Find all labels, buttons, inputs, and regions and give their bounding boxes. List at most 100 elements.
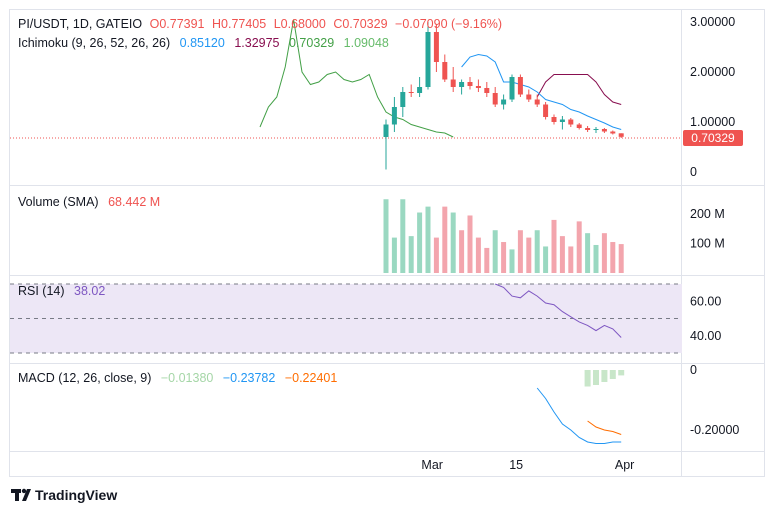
candle <box>551 114 557 125</box>
candle <box>467 77 473 90</box>
ichimoku-label[interactable]: Ichimoku (9, 26, 52, 26, 26) <box>18 36 170 50</box>
ichimoku-kijun-value: 1.32975 <box>234 36 279 50</box>
volume-bar <box>408 236 414 273</box>
candle-body <box>568 119 574 125</box>
axis-tick-label: 60.00 <box>690 294 721 308</box>
candle <box>601 128 607 133</box>
candle <box>509 74 515 102</box>
axis-tick-label: 40.00 <box>690 329 721 343</box>
price-pane[interactable] <box>10 19 682 170</box>
candle-body <box>467 82 473 86</box>
volume-bar <box>585 233 591 273</box>
candle-body <box>475 86 481 88</box>
low-value: L0.68000 <box>274 17 326 31</box>
volume-bar <box>543 246 549 273</box>
ichimoku-chikou-value: 0.70329 <box>289 36 334 50</box>
candle-body <box>425 32 431 87</box>
candle-body <box>601 129 607 132</box>
candle-body <box>442 62 448 80</box>
ichimoku-legend: Ichimoku (9, 26, 52, 26, 26) 0.85120 1.3… <box>18 36 389 50</box>
macd-pane[interactable] <box>536 370 625 444</box>
rsi-pane[interactable] <box>10 283 682 354</box>
time-tick-label: 15 <box>509 458 523 472</box>
macd-histogram-bar <box>618 370 625 376</box>
candle-body <box>383 124 389 137</box>
axis-tick-label: 100 M <box>690 237 725 251</box>
candle <box>526 89 532 102</box>
candle <box>618 133 624 138</box>
macd-legend: MACD (12, 26, close, 9) −0.01380 −0.2378… <box>18 371 337 385</box>
rsi-label[interactable]: RSI (14) <box>18 284 65 298</box>
tradingview-logo-icon <box>11 488 31 501</box>
candle-body <box>517 77 523 95</box>
symbol-label[interactable]: PI/USDT, 1D, GATEIO <box>18 17 142 31</box>
axis-tick-label: 3.00000 <box>690 15 735 29</box>
macd-histogram-bar <box>601 370 608 382</box>
volume-bar <box>467 215 473 273</box>
macd-histogram-bar <box>584 370 591 387</box>
rsi-line <box>495 283 622 338</box>
candle <box>391 97 397 132</box>
volume-bar <box>417 212 423 273</box>
volume-bar <box>526 237 532 273</box>
candle <box>585 126 591 132</box>
candle <box>593 127 599 133</box>
ichimoku-tenkan-value: 0.85120 <box>180 36 225 50</box>
volume-bar <box>400 199 406 273</box>
time-axis[interactable]: Mar 15 Apr <box>421 458 634 472</box>
candle <box>517 74 523 97</box>
candle <box>417 77 423 97</box>
volume-label[interactable]: Volume (SMA) <box>18 195 99 209</box>
volume-value: 68.442 M <box>108 195 160 209</box>
macd-histogram-bar <box>609 370 616 379</box>
volume-bar <box>576 221 582 273</box>
macd-histogram <box>584 370 625 387</box>
volume-bar <box>501 242 507 273</box>
candle <box>400 87 406 117</box>
candle <box>383 119 389 170</box>
high-value: H0.77405 <box>212 17 266 31</box>
signal-value: −0.22401 <box>285 371 338 385</box>
volume-bar <box>383 199 389 273</box>
candle-body <box>593 129 599 130</box>
volume-bar <box>534 230 540 273</box>
axis-tick-label: 200 M <box>690 207 725 221</box>
candle <box>559 116 565 130</box>
last-price-badge: 0.70329 <box>683 130 743 146</box>
volume-bar <box>475 237 481 273</box>
signal-line <box>587 420 622 435</box>
volume-bar <box>610 242 616 273</box>
open-value: O0.77391 <box>150 17 205 31</box>
candle-body <box>408 92 414 93</box>
candle-body <box>400 92 406 107</box>
candle-body <box>433 32 439 62</box>
price-axis[interactable]: 3.00000 2.00000 1.00000 0 200 M 100 M 60.00 40.… <box>690 15 739 437</box>
candle <box>450 67 456 92</box>
time-tick-label: Apr <box>615 458 634 472</box>
volume-bar <box>492 230 498 273</box>
candle-body <box>585 128 591 130</box>
macd-line <box>536 387 622 444</box>
tradingview-logo[interactable]: TradingView <box>11 487 117 503</box>
macd-label[interactable]: MACD (12, 26, close, 9) <box>18 371 151 385</box>
header-ohlc-legend: PI/USDT, 1D, GATEIO O0.77391 H0.77405 L0… <box>18 17 502 31</box>
candle <box>484 82 490 97</box>
axis-tick-label: -0.20000 <box>690 423 739 437</box>
candle <box>576 123 582 130</box>
macd-histogram-bar <box>593 370 599 385</box>
candle <box>568 118 574 127</box>
volume-bar <box>593 244 599 273</box>
candle-body <box>459 82 465 87</box>
candle <box>543 102 549 120</box>
candle-body <box>559 119 565 122</box>
volume-bar <box>450 212 456 273</box>
candle-body <box>543 104 549 117</box>
candle-body <box>618 133 624 137</box>
kijun-sen-line <box>536 74 622 105</box>
volume-bar <box>568 246 574 273</box>
change-value: −0.07090 (−9.16%) <box>395 17 502 31</box>
volume-pane[interactable] <box>383 199 624 273</box>
candle-body <box>534 99 540 105</box>
candle <box>408 84 414 97</box>
